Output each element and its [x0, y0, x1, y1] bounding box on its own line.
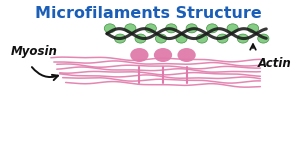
Ellipse shape [125, 24, 136, 33]
Text: Actin: Actin [257, 57, 291, 71]
Text: Microfilaments Structure: Microfilaments Structure [35, 6, 262, 21]
Ellipse shape [130, 48, 148, 62]
Ellipse shape [248, 24, 259, 33]
Ellipse shape [196, 34, 208, 43]
Ellipse shape [186, 24, 197, 33]
Ellipse shape [135, 34, 146, 43]
Ellipse shape [145, 24, 156, 33]
Ellipse shape [237, 34, 248, 43]
Ellipse shape [166, 24, 177, 33]
Ellipse shape [258, 34, 269, 43]
Ellipse shape [104, 24, 116, 33]
Ellipse shape [176, 34, 187, 43]
Ellipse shape [115, 34, 126, 43]
Ellipse shape [227, 24, 238, 33]
Ellipse shape [217, 34, 228, 43]
Text: Myosin: Myosin [11, 45, 58, 58]
Ellipse shape [155, 34, 167, 43]
Ellipse shape [154, 48, 172, 62]
Ellipse shape [178, 48, 196, 62]
Ellipse shape [207, 24, 218, 33]
